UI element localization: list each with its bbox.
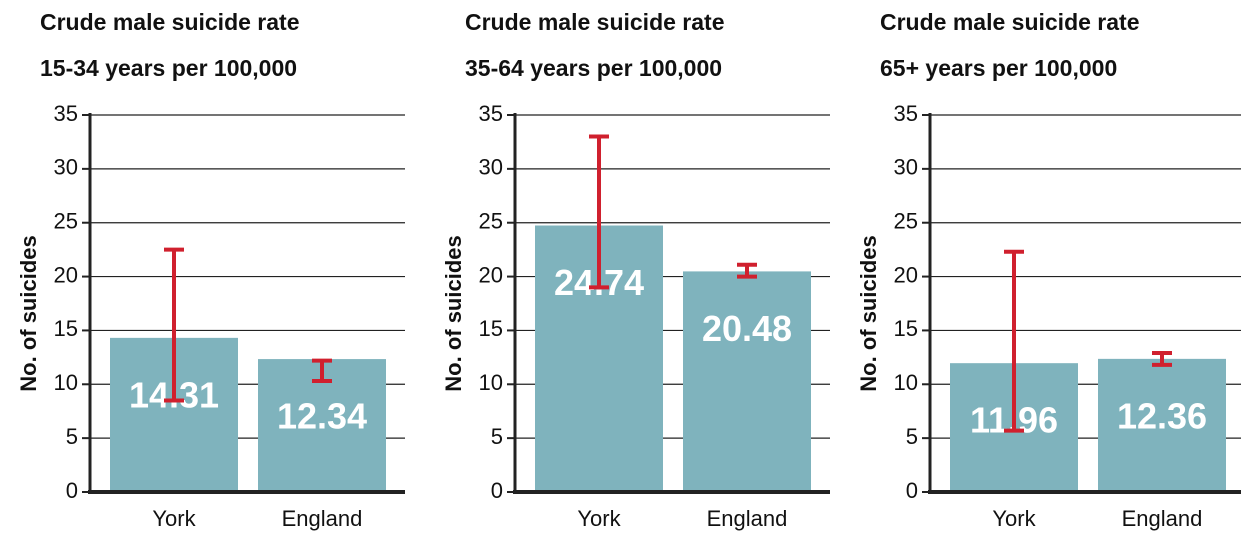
y-tick-label: 25 (894, 209, 918, 234)
error-bar (312, 358, 332, 384)
chart-subtitle: 35-64 years per 100,000 (465, 55, 722, 81)
value-label: 12.36 (1117, 395, 1207, 436)
y-tick-label: 30 (479, 155, 503, 180)
x-tick-label: England (282, 506, 363, 531)
y-tick-label: 10 (54, 370, 78, 395)
y-tick-label: 10 (894, 370, 918, 395)
chart-subtitle: 15-34 years per 100,000 (40, 55, 297, 81)
y-tick-label: 15 (894, 316, 918, 341)
y-tick-label: 5 (491, 424, 503, 449)
y-tick-label: 5 (906, 424, 918, 449)
y-tick-label: 5 (66, 424, 78, 449)
error-bar (1004, 249, 1024, 433)
y-tick-label: 35 (894, 101, 918, 126)
value-label: 20.48 (702, 308, 792, 349)
y-tick-label: 30 (54, 155, 78, 180)
y-tick-label: 0 (491, 478, 503, 503)
chart-title: Crude male suicide rate (880, 9, 1140, 35)
x-tick-label: England (707, 506, 788, 531)
y-tick-label: 25 (54, 209, 78, 234)
y-tick-label: 35 (54, 101, 78, 126)
y-tick-label: 0 (906, 478, 918, 503)
y-tick-label: 30 (894, 155, 918, 180)
x-tick-label: England (1122, 506, 1203, 531)
error-bar (164, 247, 184, 403)
chart-title: Crude male suicide rate (465, 9, 725, 35)
error-bar (1152, 351, 1172, 367)
chart-title: Crude male suicide rate (40, 9, 300, 35)
x-tick-label: York (992, 506, 1036, 531)
bar (683, 271, 811, 492)
y-tick-label: 0 (66, 478, 78, 503)
y-tick-label: 35 (479, 101, 503, 126)
y-axis-label: No. of suicides (16, 235, 41, 391)
y-tick-label: 10 (479, 370, 503, 395)
x-tick-label: York (152, 506, 196, 531)
y-tick-label: 15 (479, 316, 503, 341)
y-axis-label: No. of suicides (441, 235, 466, 391)
error-bar (589, 134, 609, 290)
bar (1098, 358, 1226, 492)
y-tick-label: 20 (479, 262, 503, 287)
value-label: 12.34 (277, 396, 367, 437)
error-bar (737, 262, 757, 279)
x-tick-label: York (577, 506, 621, 531)
y-tick-label: 15 (54, 316, 78, 341)
y-tick-label: 25 (479, 209, 503, 234)
y-tick-label: 20 (894, 262, 918, 287)
y-tick-label: 20 (54, 262, 78, 287)
y-axis-label: No. of suicides (856, 235, 881, 391)
chart-subtitle: 65+ years per 100,000 (880, 55, 1117, 81)
